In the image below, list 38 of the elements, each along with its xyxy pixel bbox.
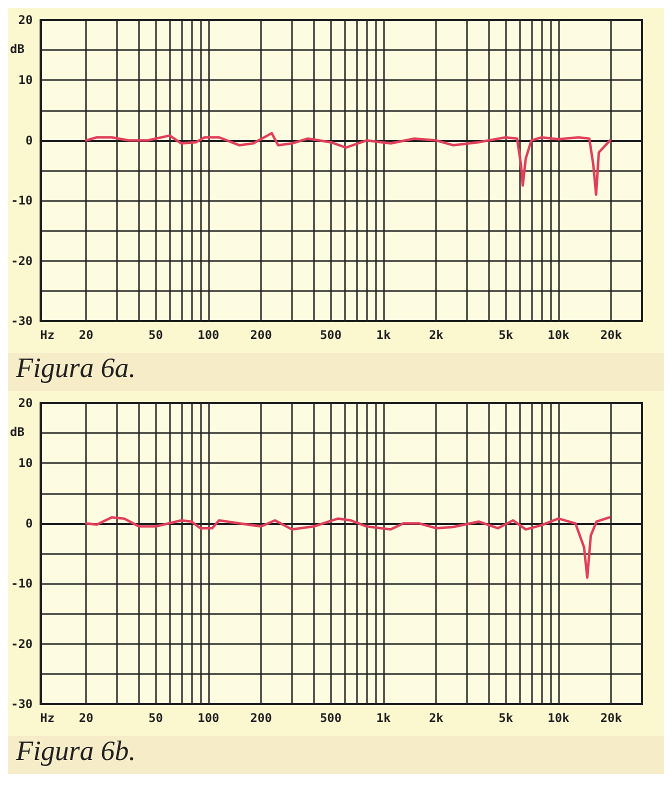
x-tick-label: 20k — [600, 328, 623, 342]
x-tick-label: 20k — [600, 711, 623, 725]
y-tick-label: 20 — [18, 396, 33, 410]
x-tick-label: 100 — [198, 711, 220, 725]
y-tick-label: -10 — [10, 194, 33, 208]
text: Figura 6b. — [8, 736, 664, 774]
x-tick-label: 50 — [148, 328, 163, 342]
x-tick-label: 500 — [320, 328, 342, 342]
x-tick-label: 200 — [250, 711, 272, 725]
x-tick-label: 1k — [376, 711, 392, 725]
y-tick-label: 0 — [25, 516, 33, 530]
x-tick-label: 1k — [376, 328, 392, 342]
x-tick-label: 2k — [428, 328, 444, 342]
text: Figura 6a. — [8, 353, 664, 391]
x-axis-title: Hz — [40, 711, 55, 725]
y-tick-label: 20 — [18, 13, 33, 27]
y-axis-title: dB — [10, 425, 24, 440]
y-tick-label: 10 — [18, 73, 33, 88]
x-axis-title: Hz — [40, 328, 55, 342]
y-tick-label: -10 — [10, 576, 33, 591]
x-tick-label: 500 — [320, 711, 342, 725]
x-tick-label: 50 — [148, 711, 163, 725]
y-tick-label: -20 — [10, 254, 33, 268]
x-tick-label: 200 — [250, 328, 272, 342]
y-tick-label: 0 — [25, 133, 33, 148]
x-tick-label: 10k — [548, 328, 570, 342]
y-tick-label: -30 — [10, 697, 33, 711]
x-tick-label: 20 — [78, 711, 94, 725]
x-tick-label: 5k — [498, 711, 514, 725]
y-tick-label: -20 — [10, 636, 33, 651]
x-tick-label: 20 — [78, 328, 94, 342]
y-tick-label: -30 — [10, 314, 33, 328]
x-tick-label: 10k — [548, 711, 570, 725]
x-tick-label: 5k — [498, 328, 514, 342]
x-tick-label: 2k — [428, 711, 444, 725]
y-axis-title: dB — [10, 42, 24, 56]
x-tick-label: 100 — [198, 328, 220, 342]
y-tick-label: 10 — [18, 456, 33, 470]
